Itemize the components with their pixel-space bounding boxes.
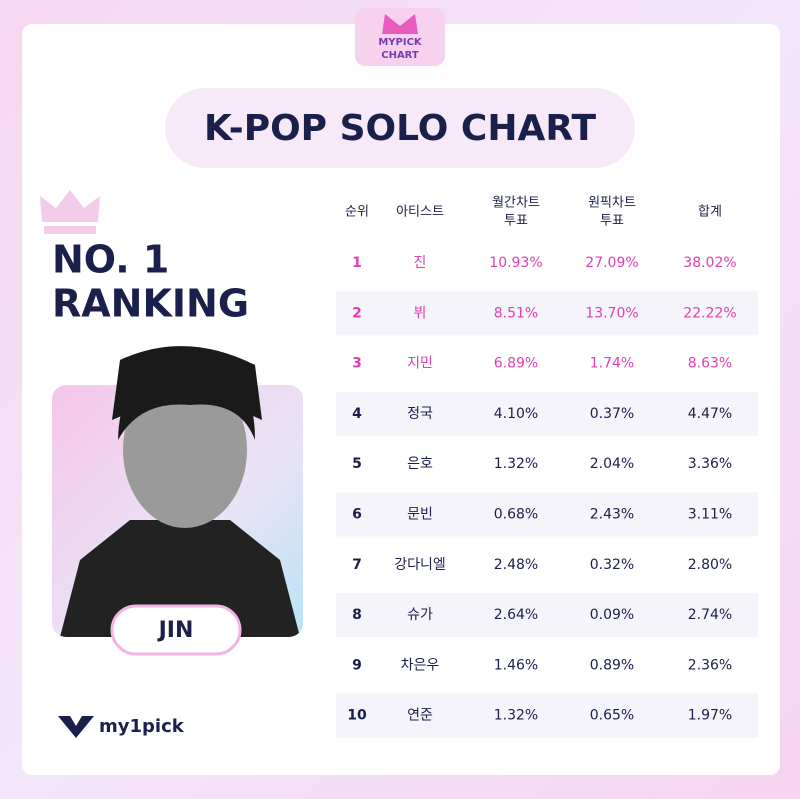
cell: 뷔: [414, 305, 427, 321]
column-header: 월간차트: [492, 196, 540, 211]
cell: 2.74%: [688, 607, 732, 623]
cell: 연준: [407, 708, 433, 724]
cell: 2.43%: [590, 507, 634, 523]
rank-heading: NO. 1: [52, 238, 169, 282]
cell: 10: [347, 708, 367, 724]
title-pill: [165, 88, 635, 168]
cell: 38.02%: [683, 255, 736, 271]
brand-icon: [58, 716, 94, 738]
artist-name: JIN: [157, 618, 194, 643]
logo-text: CHART: [381, 50, 419, 61]
column-header: 순위: [345, 205, 369, 220]
column-header: 투표: [504, 214, 528, 229]
cell: 2.04%: [590, 456, 634, 472]
cell: 1: [352, 255, 362, 271]
cell: 0.68%: [494, 507, 538, 523]
crown-icon: [40, 190, 100, 234]
cell: 1.32%: [494, 456, 538, 472]
logo-text: MYPICK: [378, 37, 423, 48]
cell: 0.32%: [590, 557, 634, 573]
row-background: [336, 492, 758, 537]
logo: MYPICK CHART: [355, 8, 445, 66]
cell: 3: [352, 356, 362, 372]
cell: 정국: [407, 406, 433, 422]
row-background: [336, 593, 758, 638]
rank-heading: RANKING: [52, 282, 249, 326]
cell: 9: [352, 657, 362, 673]
brand: my1pick: [99, 716, 185, 737]
cell: 8: [352, 607, 362, 623]
cell: 22.22%: [683, 305, 736, 321]
cell: 강다니엘: [394, 557, 446, 573]
cell: 1.46%: [494, 657, 538, 673]
cell: 4: [352, 406, 362, 422]
cell: 2.64%: [494, 607, 538, 623]
cell: 문빈: [407, 507, 433, 523]
cell: 2.36%: [688, 657, 732, 673]
row-background: [336, 693, 758, 738]
cell: 2.80%: [688, 557, 732, 573]
column-header: 아티스트: [396, 205, 444, 220]
cell: 27.09%: [585, 255, 638, 271]
cell: 진: [414, 255, 427, 271]
cell: 2.48%: [494, 557, 538, 573]
row-background: [336, 391, 758, 436]
cell: 1.32%: [494, 708, 538, 724]
cell: 지민: [407, 356, 433, 372]
cell: 8.51%: [494, 305, 538, 321]
cell: 3.11%: [688, 507, 732, 523]
cell: 7: [352, 557, 362, 573]
title: K-POP SOLO CHART: [204, 108, 596, 149]
cell: 6: [352, 507, 362, 523]
cell: 4.47%: [688, 406, 732, 422]
row-background: [336, 291, 758, 336]
artist-pill: [110, 604, 242, 656]
column-header: 투표: [600, 214, 624, 229]
cell: 10.93%: [489, 255, 542, 271]
column-header: 원픽차트: [588, 196, 636, 211]
cell: 0.89%: [590, 657, 634, 673]
cell: 2: [352, 305, 362, 321]
cell: 1.97%: [688, 708, 732, 724]
cell: 1.74%: [590, 356, 634, 372]
cell: 0.37%: [590, 406, 634, 422]
cell: 0.65%: [590, 708, 634, 724]
cell: 8.63%: [688, 356, 732, 372]
artist-photo: [52, 346, 303, 637]
cell: 슈가: [407, 607, 433, 623]
cell: 5: [352, 456, 362, 472]
cell: 6.89%: [494, 356, 538, 372]
cell: 3.36%: [688, 456, 732, 472]
cell: 차은우: [401, 657, 440, 673]
cell: 4.10%: [494, 406, 538, 422]
cell: 13.70%: [585, 305, 638, 321]
column-header: 합계: [698, 205, 722, 220]
cell: 0.09%: [590, 607, 634, 623]
cell: 은호: [407, 456, 433, 472]
